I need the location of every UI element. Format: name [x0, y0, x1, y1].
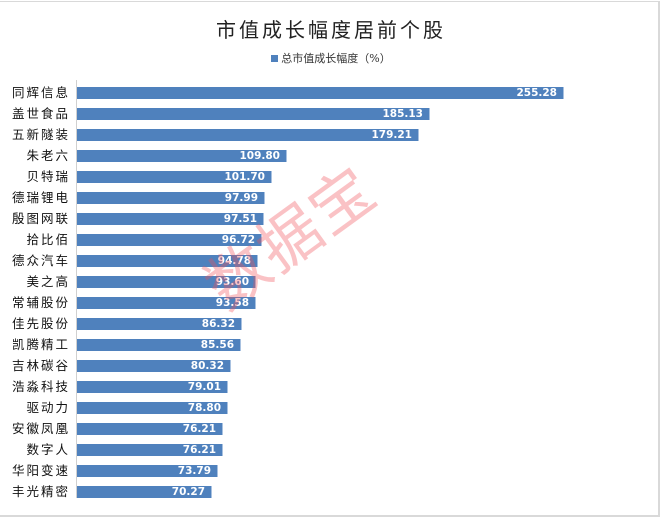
category-label: 盖世食品: [11, 106, 70, 121]
category-label: 朱老六: [26, 148, 70, 163]
data-label: 179.21: [371, 129, 412, 141]
legend: 总市值成长幅度（%）: [0, 50, 662, 66]
legend-swatch-icon: [271, 54, 279, 62]
chart-title: 市值成长幅度居前个股: [216, 18, 446, 42]
bar: 76.21: [77, 444, 222, 456]
category-axis-line: [76, 80, 77, 498]
category-label: 驱动力: [26, 400, 70, 415]
data-label: 79.01: [187, 381, 221, 393]
data-label: 96.72: [221, 234, 255, 246]
bar: 101.70: [77, 171, 271, 183]
data-label: 78.80: [187, 402, 221, 414]
data-label: 80.32: [190, 360, 224, 372]
data-label: 109.80: [239, 150, 280, 162]
bar: 93.58: [77, 297, 255, 309]
data-label: 93.58: [215, 297, 249, 309]
data-label: 73.79: [177, 465, 211, 477]
data-label: 101.70: [224, 171, 265, 183]
data-label: 93.60: [215, 276, 249, 288]
data-label: 76.21: [182, 444, 216, 456]
category-label: 德瑞锂电: [11, 190, 70, 205]
bar: 109.80: [77, 150, 286, 162]
data-label: 85.56: [200, 339, 234, 351]
bar: 76.21: [77, 423, 222, 435]
category-label: 贝特瑞: [26, 169, 70, 184]
bar: 79.01: [77, 381, 227, 393]
bar: 96.72: [77, 234, 261, 246]
bar: 185.13: [77, 108, 429, 120]
bar: 86.32: [77, 318, 241, 330]
category-label: 同辉信息: [11, 85, 70, 100]
category-label: 常辅股份: [11, 295, 70, 310]
category-label: 安徽凤凰: [11, 421, 70, 436]
bar: 73.79: [77, 465, 217, 477]
bar: 85.56: [77, 339, 240, 351]
category-label: 吉林碳谷: [11, 358, 70, 373]
data-label: 255.28: [516, 87, 557, 99]
bar: 94.78: [77, 255, 257, 267]
category-label: 殷图网联: [11, 211, 70, 226]
bar: 255.28: [77, 87, 563, 99]
category-label: 美之高: [26, 274, 70, 289]
bar: 78.80: [77, 402, 227, 414]
category-label: 德众汽车: [11, 253, 70, 268]
bar: 179.21: [77, 129, 418, 141]
category-label: 拾比佰: [26, 232, 70, 247]
data-label: 86.32: [201, 318, 235, 330]
data-label: 97.51: [223, 213, 257, 225]
data-label: 70.27: [171, 486, 205, 498]
bar: 97.99: [77, 192, 264, 204]
data-label: 97.99: [224, 192, 258, 204]
bar: 70.27: [77, 486, 211, 498]
category-label: 华阳变速: [11, 463, 70, 478]
bar: 97.51: [77, 213, 263, 225]
category-label: 佳先股份: [11, 316, 70, 331]
category-label: 浩淼科技: [11, 379, 70, 394]
bar: 93.60: [77, 276, 255, 288]
bar: 80.32: [77, 360, 230, 372]
legend-label: 总市值成长幅度（%）: [281, 52, 391, 65]
category-label: 凯腾精工: [11, 337, 70, 352]
data-label: 76.21: [182, 423, 216, 435]
data-label: 94.78: [217, 255, 251, 267]
category-label: 数字人: [26, 442, 70, 457]
category-label: 五新隧装: [11, 127, 70, 142]
data-label: 185.13: [382, 108, 423, 120]
category-label: 丰光精密: [11, 484, 70, 499]
